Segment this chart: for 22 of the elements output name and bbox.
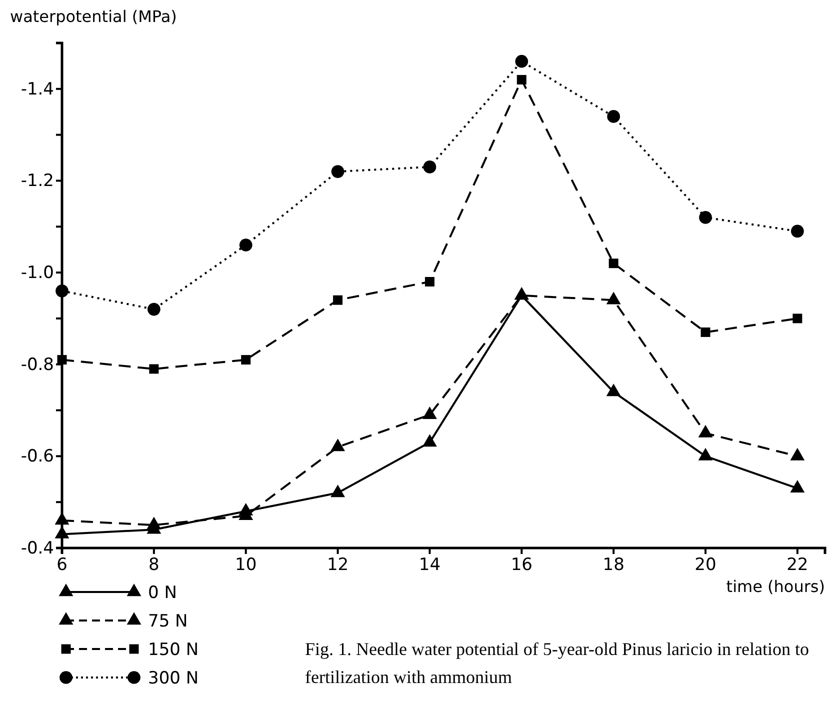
x-tick-label: 14 — [418, 555, 441, 576]
legend-label: 0 N — [148, 583, 177, 603]
legend-label: 75 N — [148, 612, 188, 632]
y-tick-label: -0.8 — [20, 354, 54, 375]
x-tick-label: 12 — [326, 555, 349, 576]
legend-label: 300 N — [148, 668, 199, 688]
x-axis-title: time (hours) — [726, 577, 825, 596]
y-tick-label: -1.4 — [20, 79, 54, 100]
x-tick-label: 6 — [56, 555, 68, 576]
x-tick-label: 10 — [235, 555, 257, 576]
x-tick-label: 20 — [694, 555, 716, 576]
legend-label: 150 N — [148, 640, 199, 660]
y-tick-label: -1.0 — [20, 262, 54, 283]
x-tick-label: 22 — [786, 555, 808, 576]
x-tick-label: 16 — [510, 555, 532, 576]
x-tick-label: 18 — [602, 555, 624, 576]
x-tick-label: 8 — [148, 555, 160, 576]
caption: Fig. 1. Needle water potential of 5-year-old Pinus laricio in relation to fertilization with ammonium — [305, 639, 809, 687]
y-tick-label: -0.4 — [20, 538, 54, 558]
y-tick-label: -0.6 — [20, 446, 54, 467]
y-tick-label: -1.2 — [20, 171, 54, 192]
y-axis-title: waterpotential (MPa) — [10, 7, 177, 26]
